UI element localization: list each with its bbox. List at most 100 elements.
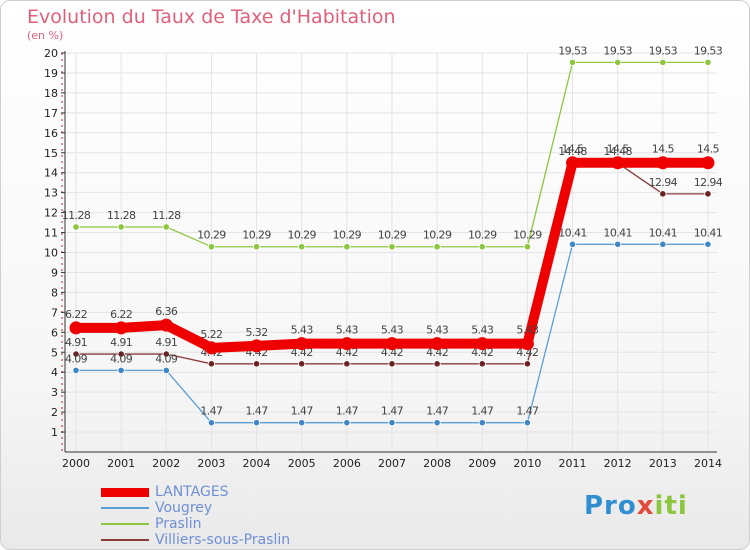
legend-swatch: [101, 507, 149, 509]
y-tick-label: 11: [44, 227, 58, 240]
legend-item: LANTAGES: [101, 484, 290, 500]
data-point: [207, 360, 216, 368]
chart-unit: (en %): [27, 29, 64, 42]
legend-item: Praslin: [101, 516, 290, 532]
data-label: 10.41: [649, 226, 678, 239]
data-point: [614, 240, 622, 248]
x-tick-label: 2003: [197, 457, 225, 470]
legend-label: Praslin: [155, 516, 202, 532]
data-label: 4.91: [65, 336, 87, 349]
data-point: [478, 243, 486, 251]
x-tick-label: 2005: [288, 457, 316, 470]
data-point: [204, 341, 218, 355]
y-tick-label: 15: [44, 147, 58, 160]
data-point: [117, 350, 125, 358]
data-point: [343, 243, 351, 251]
data-point: [523, 360, 532, 368]
logo-part-2: x: [636, 491, 655, 521]
data-point: [162, 350, 170, 358]
data-label: 4.42: [516, 346, 538, 359]
y-tick-label: 10: [44, 247, 58, 260]
data-label: 1.47: [426, 405, 449, 418]
data-point: [388, 419, 396, 427]
x-tick-label: 2001: [107, 457, 135, 470]
data-point: [478, 360, 486, 368]
data-point: [252, 360, 261, 368]
y-tick-label: 4: [51, 366, 58, 379]
logo-part-3: iti: [654, 491, 688, 521]
y-tick-label: 8: [51, 286, 58, 299]
data-label: 5.43: [291, 324, 314, 337]
data-point: [568, 240, 577, 248]
data-label: 14.5: [697, 143, 720, 156]
data-label: 10.29: [287, 229, 316, 242]
data-point: [568, 58, 577, 66]
data-point: [298, 360, 306, 368]
x-tick-label: 2000: [62, 457, 90, 470]
data-label: 5.22: [200, 328, 222, 341]
x-tick-label: 2011: [559, 457, 587, 470]
data-point: [114, 321, 128, 335]
data-label: 4.42: [291, 346, 313, 359]
chart-legend: LANTAGES Vougrey Praslin Villiers-sous-Pras…: [101, 484, 290, 548]
data-label: 10.29: [423, 229, 452, 242]
data-label: 4.42: [381, 346, 403, 359]
proxiti-logo: Proxiti: [584, 491, 688, 521]
data-label: 1.47: [200, 405, 223, 418]
data-point: [72, 366, 80, 375]
data-point: [207, 243, 216, 251]
x-tick-label: 2004: [243, 457, 271, 470]
legend-swatch: [101, 539, 149, 541]
data-label: 1.47: [336, 405, 359, 418]
data-label: 10.29: [333, 229, 362, 242]
data-label: 4.91: [155, 336, 177, 349]
legend-swatch: [101, 487, 149, 497]
data-label: 5.43: [471, 324, 494, 337]
y-tick-label: 19: [44, 67, 58, 80]
data-label: 5.43: [381, 324, 404, 337]
data-label: 11.28: [152, 209, 181, 222]
data-point: [295, 337, 309, 351]
data-label: 12.94: [694, 176, 723, 189]
data-label: 10.29: [197, 229, 226, 242]
data-label: 19.53: [558, 44, 587, 57]
y-tick-label: 20: [44, 47, 58, 60]
y-tick-label: 7: [51, 306, 58, 319]
y-tick-label: 13: [44, 187, 58, 200]
data-label: 10.41: [558, 226, 587, 239]
data-point: [659, 58, 667, 66]
y-tick-label: 6: [51, 326, 58, 339]
data-label: 4.09: [155, 352, 178, 365]
data-label: 10.29: [513, 229, 542, 242]
legend-label: LANTAGES: [155, 484, 229, 500]
data-label: 4.42: [471, 346, 493, 359]
data-point: [72, 223, 80, 231]
y-tick-label: 9: [51, 266, 58, 279]
data-label: 6.22: [65, 308, 87, 321]
x-tick-label: 2002: [152, 457, 180, 470]
x-tick-label: 2007: [378, 457, 406, 470]
data-point: [159, 318, 173, 332]
data-point: [343, 419, 351, 427]
y-tick-label: 5: [51, 346, 58, 359]
y-tick-label: 3: [51, 386, 58, 399]
data-label: 10.29: [242, 229, 271, 242]
data-point: [656, 156, 670, 170]
data-point: [298, 419, 306, 427]
data-point: [162, 223, 170, 231]
data-point: [523, 243, 532, 251]
data-label: 10.41: [694, 226, 723, 239]
data-point: [162, 366, 170, 375]
data-label: 1.47: [471, 405, 494, 418]
data-point: [252, 419, 261, 427]
chart-title: Evolution du Taux de Taxe d'Habitation: [27, 6, 396, 28]
x-tick-label: 2013: [649, 457, 677, 470]
data-label: 11.28: [107, 209, 136, 222]
data-point: [520, 337, 534, 351]
legend-label: Villiers-sous-Praslin: [155, 532, 291, 548]
data-point: [659, 190, 667, 198]
data-point: [250, 339, 264, 353]
data-point: [704, 190, 712, 198]
data-point: [433, 419, 441, 427]
